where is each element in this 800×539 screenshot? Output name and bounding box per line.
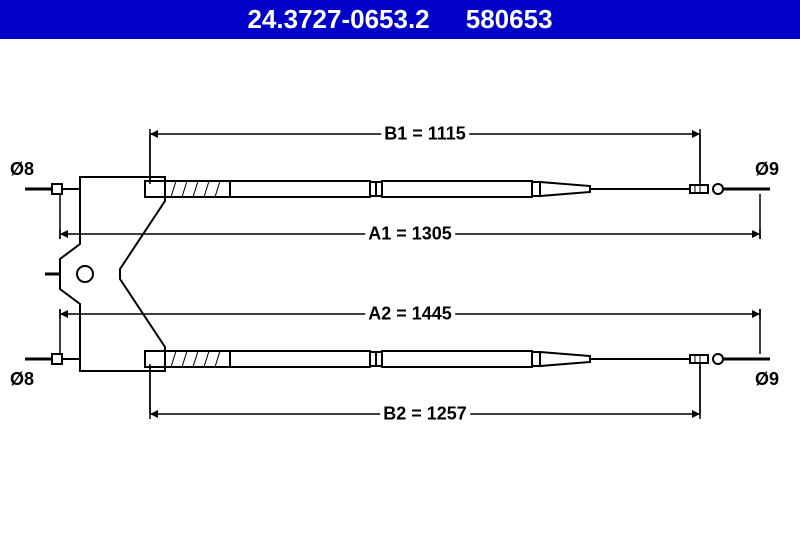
- diagram-canvas: B1 = 1115 A1 = 1305 A2 = 1445 B2 = 1257 …: [0, 39, 800, 539]
- dim-a2-label: A2 = 1445: [365, 304, 455, 325]
- dia-right-bottom: Ø9: [755, 369, 779, 390]
- dim-b1-label: B1 = 1115: [381, 124, 469, 145]
- dia-left-top: Ø8: [10, 159, 34, 180]
- dim-a1-label: A1 = 1305: [365, 224, 455, 245]
- part-number-2: 580653: [466, 4, 553, 34]
- dia-right-top: Ø9: [755, 159, 779, 180]
- dia-left-bottom: Ø8: [10, 369, 34, 390]
- part-number-1: 24.3727-0653.2: [247, 4, 429, 34]
- diagram-svg: [0, 39, 800, 539]
- header-bar: 24.3727-0653.2 580653: [0, 0, 800, 39]
- dim-b2-label: B2 = 1257: [380, 404, 470, 425]
